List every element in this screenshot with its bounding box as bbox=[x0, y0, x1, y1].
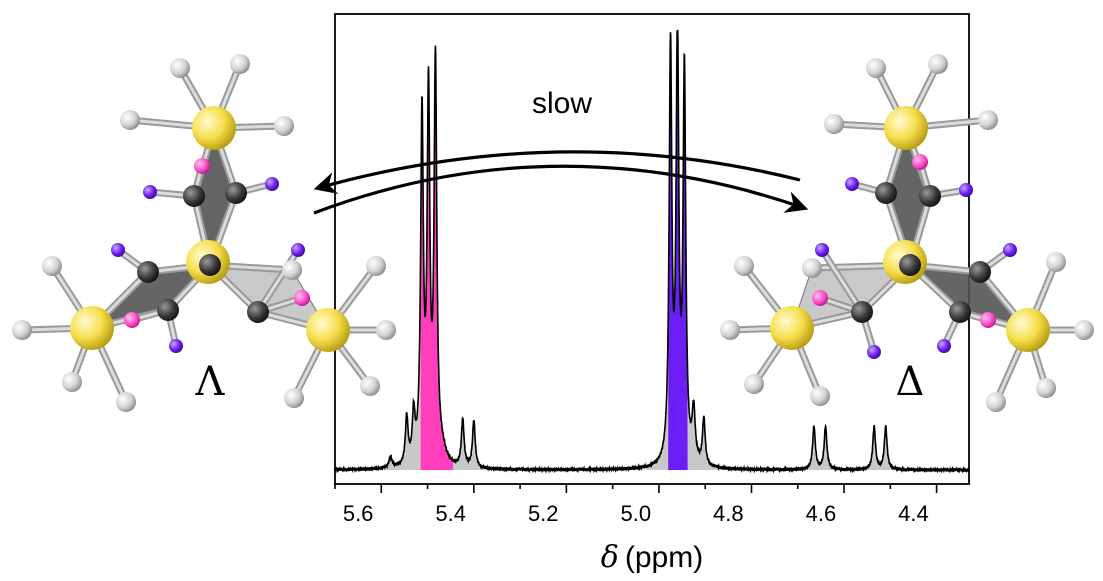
magenta-atom bbox=[912, 154, 928, 170]
hydrogen-atom bbox=[824, 114, 844, 134]
molecule-delta bbox=[720, 54, 1094, 412]
violet-atom bbox=[815, 243, 829, 257]
violet-atom bbox=[111, 243, 125, 257]
magenta-atom bbox=[194, 158, 210, 174]
metal-atom bbox=[1006, 308, 1050, 352]
carbon-atom bbox=[225, 182, 247, 204]
hydrogen-atom bbox=[116, 392, 136, 412]
violet-atom bbox=[867, 345, 881, 359]
arrow-label: slow bbox=[532, 87, 592, 120]
exchange-arrows bbox=[313, 150, 809, 215]
plot-frame bbox=[334, 13, 970, 485]
hydrogen-atom bbox=[978, 110, 998, 130]
hydrogen-atom bbox=[1046, 252, 1066, 272]
metal-atom bbox=[192, 106, 236, 150]
metal-atom bbox=[306, 308, 350, 352]
spectrum bbox=[334, 29, 970, 474]
hydrogen-atom bbox=[274, 116, 294, 136]
magenta-atom bbox=[294, 290, 310, 306]
arrow-to-right bbox=[313, 164, 809, 215]
carbon-atom bbox=[969, 261, 991, 283]
hydrogen-atom bbox=[62, 372, 82, 392]
arrow-to-left bbox=[313, 150, 801, 194]
x-tick-label: 4.6 bbox=[806, 501, 837, 526]
hydrogen-atom bbox=[376, 320, 396, 340]
hydrogen-atom bbox=[866, 58, 886, 78]
hydrogen-atom bbox=[42, 256, 62, 276]
hydrogen-atom bbox=[986, 392, 1006, 412]
carbon-atom bbox=[137, 261, 159, 283]
x-tick-label: 4.8 bbox=[713, 501, 744, 526]
x-tick-label: 4.4 bbox=[898, 501, 929, 526]
hydrogen-atom bbox=[928, 54, 948, 74]
hydrogen-atom bbox=[744, 374, 764, 394]
x-axis-title: δ (ppm) bbox=[601, 540, 703, 575]
hydrogen-atom bbox=[734, 256, 754, 276]
hydrogen-atom bbox=[1074, 320, 1094, 340]
carbon-atom bbox=[919, 185, 941, 207]
isomer-label-delta: Δ bbox=[896, 359, 925, 405]
hydrogen-atom bbox=[282, 260, 302, 280]
spectrum-trace bbox=[334, 29, 970, 474]
violet-atom bbox=[1003, 243, 1017, 257]
hydrogen-atom bbox=[170, 58, 190, 78]
carbon-atom bbox=[949, 301, 971, 323]
x-tick-label: 5.0 bbox=[621, 501, 652, 526]
magenta-atom bbox=[124, 312, 140, 328]
metal-atom bbox=[70, 306, 114, 350]
carbon-atom bbox=[183, 185, 205, 207]
carbon-atom bbox=[875, 182, 897, 204]
violet-atom bbox=[291, 243, 305, 257]
carbon-atom bbox=[157, 299, 179, 321]
carbon-atom bbox=[851, 301, 873, 323]
carbon-atom bbox=[199, 254, 221, 276]
bond-highlight bbox=[820, 248, 864, 314]
hydrogen-atom bbox=[802, 258, 822, 278]
hydrogen-atom bbox=[366, 256, 386, 276]
x-axis-title-unit: (ppm) bbox=[625, 541, 703, 574]
magenta-atom bbox=[980, 312, 996, 328]
hydrogen-atom bbox=[120, 110, 140, 130]
isomer-label-lambda: Λ bbox=[195, 359, 226, 405]
violet-atom bbox=[169, 339, 183, 353]
carbon-atom bbox=[247, 301, 269, 323]
violet-atom bbox=[143, 185, 157, 199]
metal-atom bbox=[770, 306, 814, 350]
violet-atom bbox=[845, 177, 859, 191]
x-tick-label: 5.2 bbox=[528, 501, 559, 526]
metal-atom bbox=[884, 106, 928, 150]
hydrogen-atom bbox=[12, 320, 32, 340]
hydrogen-atom bbox=[810, 386, 830, 406]
hydrogen-atom bbox=[284, 388, 304, 408]
violet-atom bbox=[959, 183, 973, 197]
molecule-lambda bbox=[12, 54, 396, 412]
x-tick-label: 5.4 bbox=[435, 501, 466, 526]
magenta-atom bbox=[812, 290, 828, 306]
carbon-atom bbox=[899, 254, 921, 276]
hydrogen-atom bbox=[230, 54, 250, 74]
hydrogen-atom bbox=[1036, 378, 1056, 398]
x-axis-title-symbol: δ bbox=[601, 540, 619, 575]
x-axis-ticks: 5.6 5.4 5.2 5.0 4.8 4.6 4.4 bbox=[334, 484, 938, 526]
hydrogen-atom bbox=[360, 376, 380, 396]
highlight-region-2 bbox=[668, 30, 688, 470]
hydrogen-atom bbox=[720, 320, 740, 340]
violet-atom bbox=[265, 177, 279, 191]
x-tick-label: 5.6 bbox=[343, 501, 374, 526]
violet-atom bbox=[937, 339, 951, 353]
